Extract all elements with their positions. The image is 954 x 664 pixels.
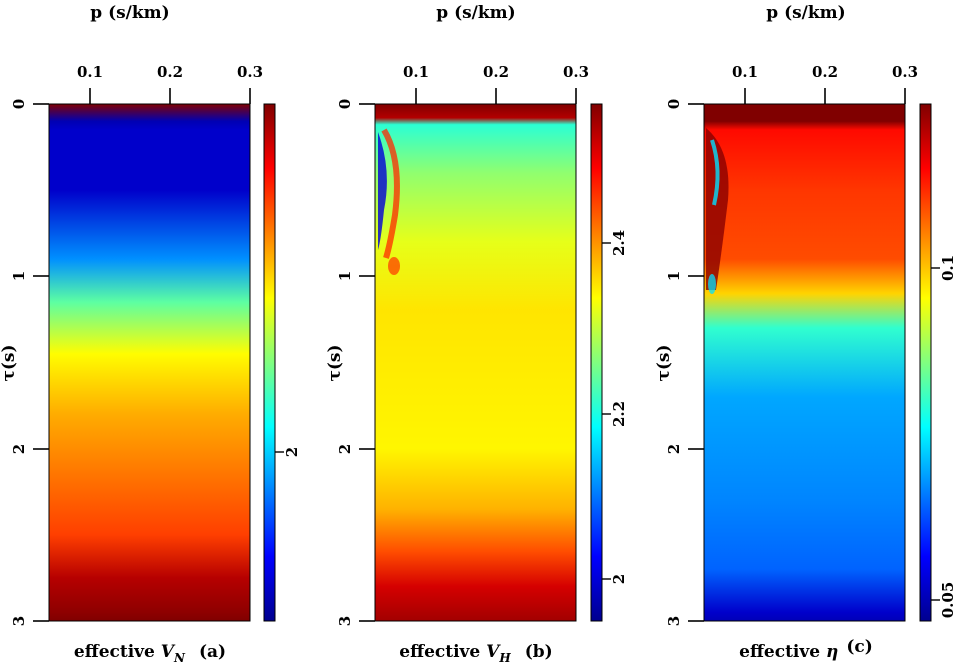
panel-c-frame xyxy=(703,103,906,622)
panel-a-cbar-tick-label: 2 xyxy=(283,447,301,457)
panel-b-xtick-label: 0.2 xyxy=(483,63,509,81)
panel-b-caption: effective VH (b) xyxy=(399,642,552,664)
caption-prefix: effective xyxy=(739,642,820,662)
panel-c-colorbar xyxy=(919,103,932,622)
caption-suffix: (b) xyxy=(525,642,553,662)
caption-symbol: V xyxy=(161,642,176,662)
panel-a-ytick-label: 0 xyxy=(10,99,28,109)
caption-subscript: N xyxy=(173,651,186,664)
panel-b-xtick-label: 0.1 xyxy=(403,63,429,81)
caption-suffix: (c) xyxy=(846,637,872,657)
panel-b-ytick-label: 2 xyxy=(336,444,354,454)
panel-b-cbar-tick-label: 2 xyxy=(610,574,628,584)
panel-b-anomaly xyxy=(378,132,387,250)
panel-b-anomaly xyxy=(381,128,400,259)
panel-a-xtick-label: 0.2 xyxy=(157,63,183,81)
panel-c-xtick-label: 0.2 xyxy=(812,63,838,81)
panel-a-xtick-label: 0.3 xyxy=(237,63,263,81)
panel-b-y-axis-title: τ(s) xyxy=(325,344,345,381)
panel-b-heatmap xyxy=(375,104,576,621)
panel-b-anomaly xyxy=(388,257,400,275)
panel-c-ytick-label: 1 xyxy=(665,271,683,281)
caption-suffix: (a) xyxy=(199,642,226,662)
panel-a-ytick-label: 2 xyxy=(10,444,28,454)
panel-a-heatmap xyxy=(49,104,250,621)
panel-c-anomaly xyxy=(710,139,720,206)
panel-c-ytick-label: 3 xyxy=(665,616,683,626)
panel-a-xtick-label: 0.1 xyxy=(77,63,103,81)
panel-b-ytick-label: 0 xyxy=(336,99,354,109)
panel-c-heatmap xyxy=(704,104,905,621)
panel-c-caption: effective η (c) xyxy=(739,637,873,662)
panel-c-ytick-label: 2 xyxy=(665,444,683,454)
caption-subscript: H xyxy=(498,651,511,664)
panel-a-frame xyxy=(48,103,251,622)
caption-symbol: V xyxy=(486,642,501,662)
panel-c-anomaly xyxy=(706,128,729,290)
panel-c-cbar-tick-label: 0.05 xyxy=(939,582,954,619)
panel-c: p (s/km) 0.1 0.2 0.3 0 1 2 3 τ(s) 0.05 0… xyxy=(654,3,954,662)
panel-b-frame xyxy=(374,103,577,622)
caption-prefix: effective xyxy=(74,642,155,662)
panel-a: p (s/km) 0.1 0.2 0.3 0 1 2 3 τ(s) 2 effe… xyxy=(0,3,301,664)
caption-symbol: η xyxy=(826,642,838,662)
panel-a-ytick-label: 1 xyxy=(10,271,28,281)
panel-a-caption: effective VN (a) xyxy=(74,642,226,664)
panel-c-xtick-label: 0.1 xyxy=(732,63,758,81)
panel-b-cbar-tick-label: 2.2 xyxy=(610,401,628,427)
panel-b-cbar-tick-label: 2.4 xyxy=(610,230,628,256)
panel-a-y-axis-title: τ(s) xyxy=(0,344,19,381)
panel-b-x-axis-title: p (s/km) xyxy=(436,3,515,23)
panel-b-colorbar xyxy=(590,103,603,622)
panel-c-y-axis-title: τ(s) xyxy=(654,344,674,381)
panel-b-ytick-label: 1 xyxy=(336,271,354,281)
panel-c-anomaly xyxy=(708,274,716,294)
panel-b-xtick-label: 0.3 xyxy=(563,63,589,81)
panel-a-colorbar xyxy=(263,103,276,622)
panel-c-xtick-label: 0.3 xyxy=(892,63,918,81)
panel-a-x-axis-title: p (s/km) xyxy=(90,3,169,23)
panel-c-x-axis-title: p (s/km) xyxy=(766,3,845,23)
panel-a-ytick-label: 3 xyxy=(10,616,28,626)
panel-c-ytick-label: 0 xyxy=(665,99,683,109)
caption-prefix: effective xyxy=(399,642,480,662)
panel-b-ytick-label: 3 xyxy=(336,616,354,626)
panel-b: p (s/km) 0.1 0.2 0.3 0 1 2 3 τ(s) 2 2.2 … xyxy=(325,3,628,664)
panel-c-cbar-tick-label: 0.1 xyxy=(939,255,954,281)
